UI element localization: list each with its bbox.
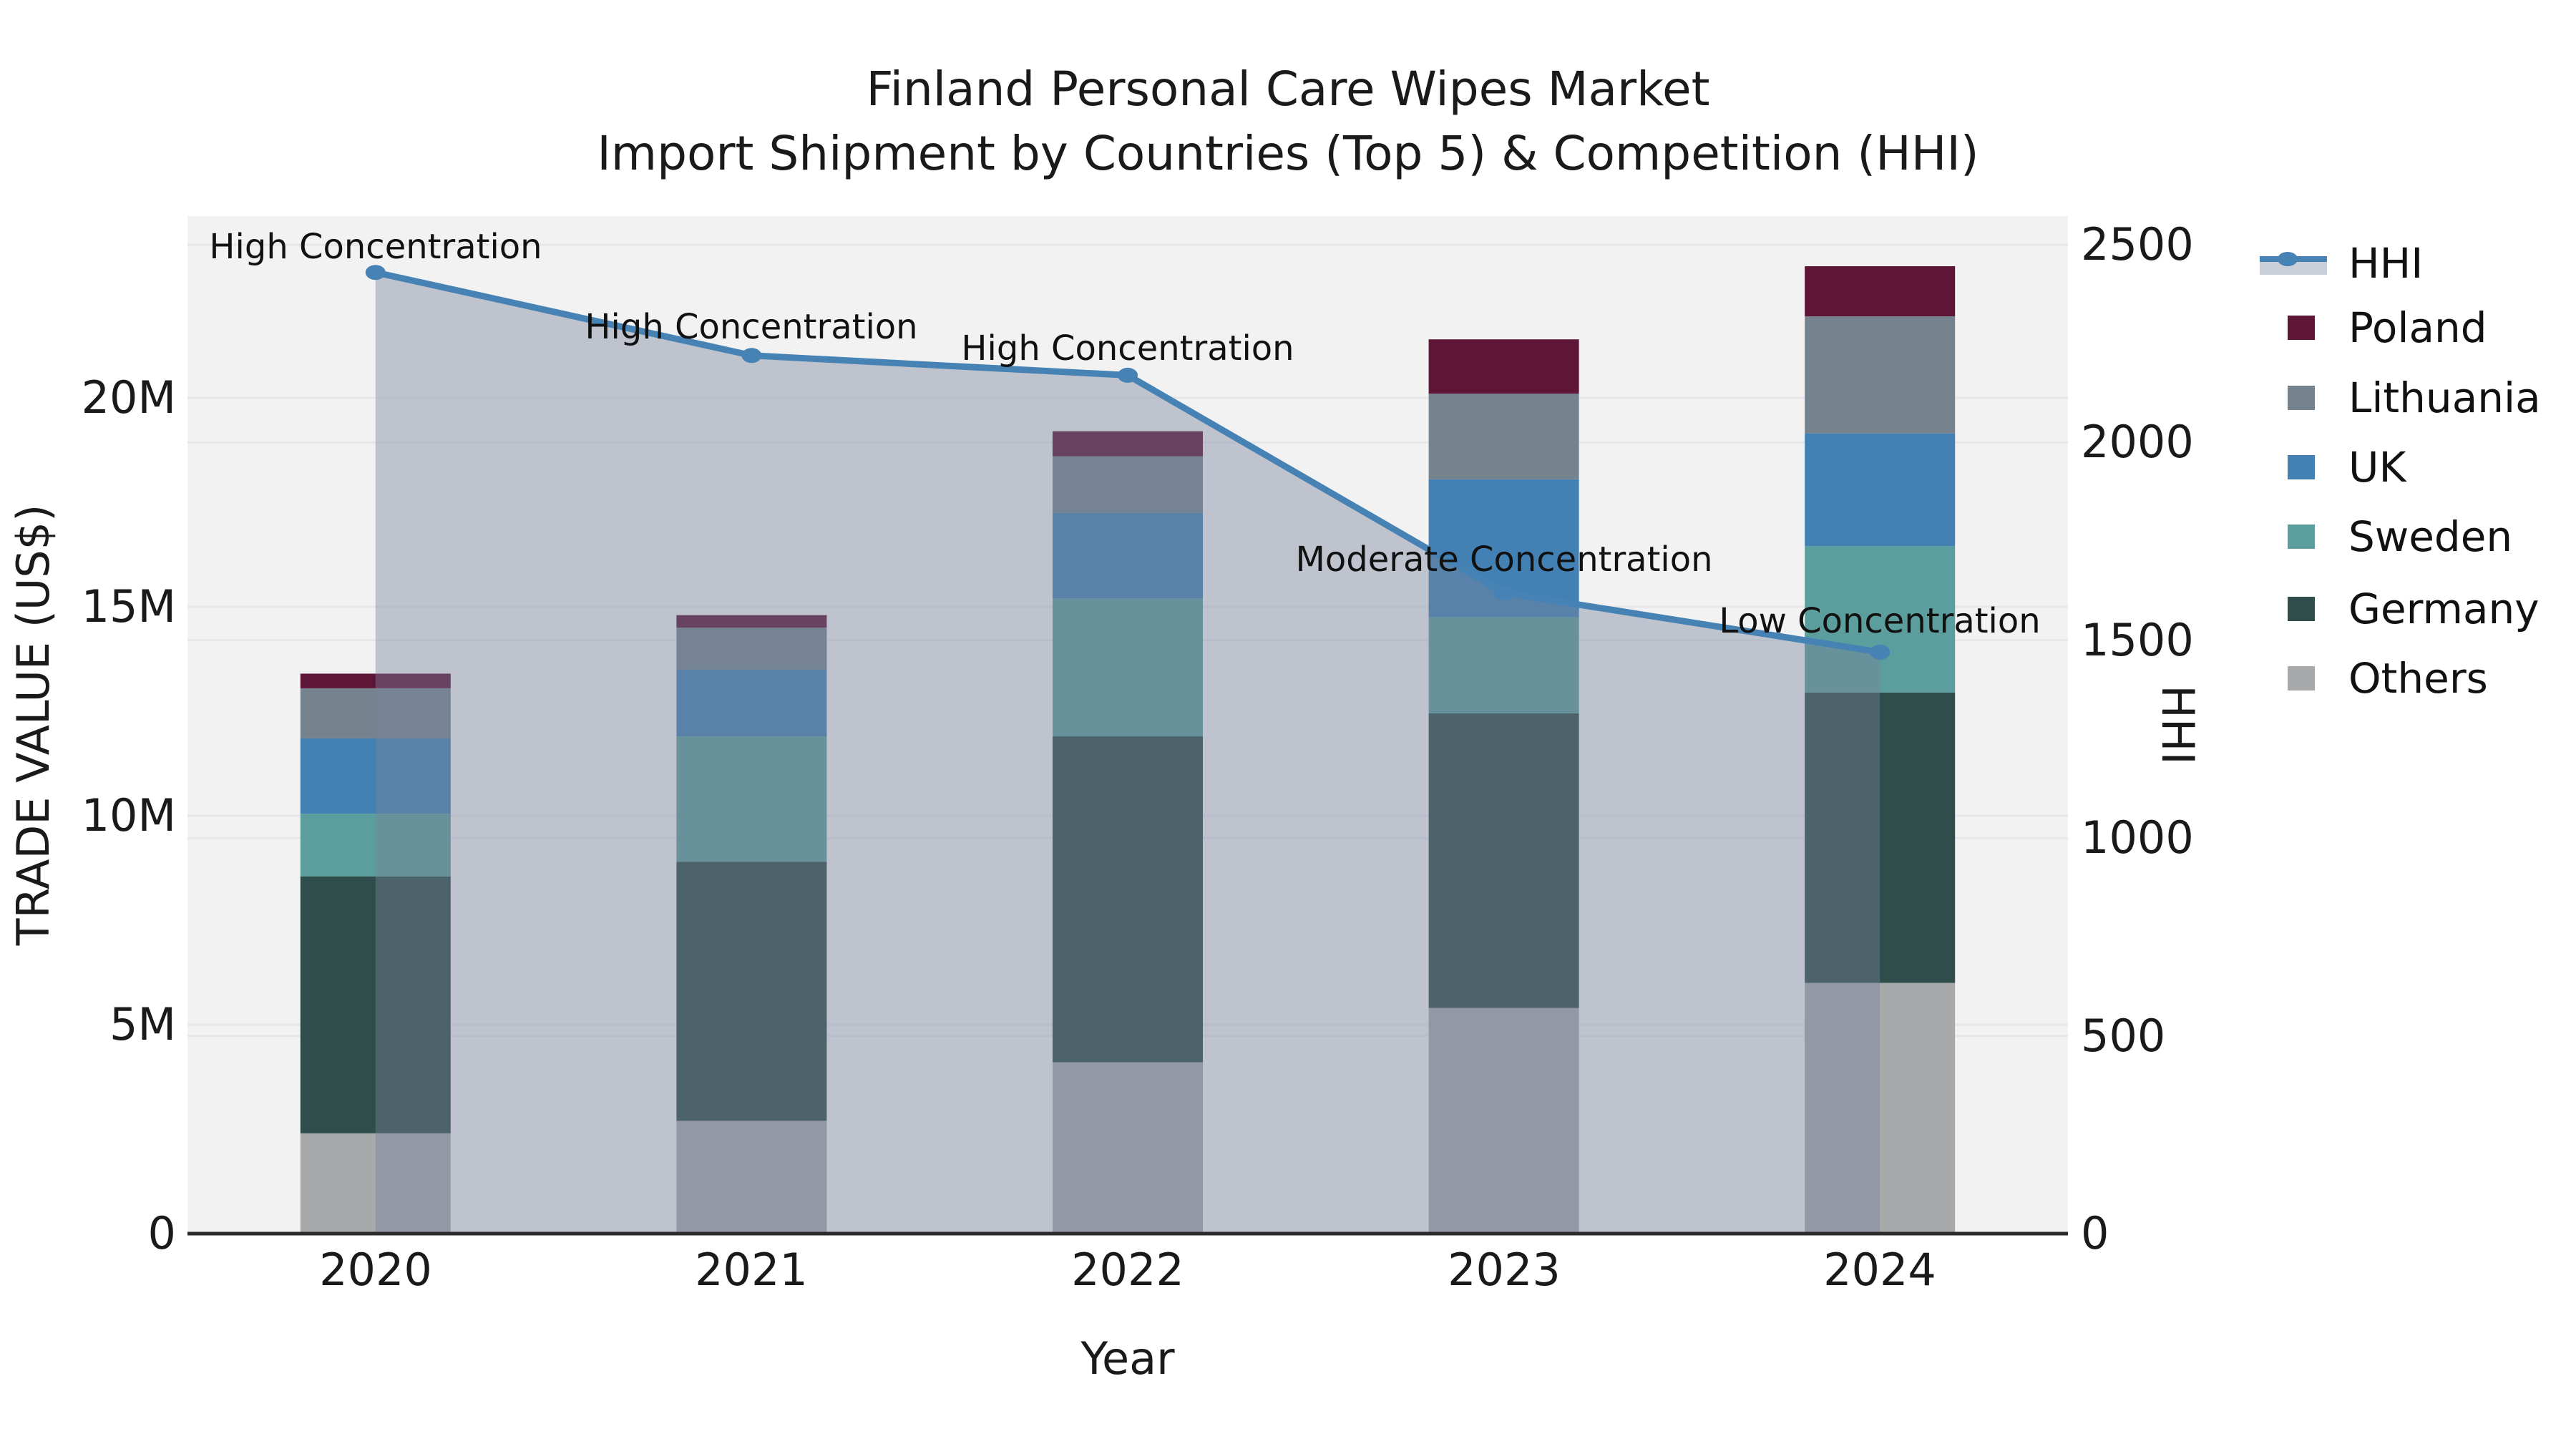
y-axis-left-title: TRADE VALUE (US$) [7,504,59,946]
bar-segment-others-2023 [1428,1008,1579,1234]
bar-segment-lithuania-2022 [1053,456,1203,513]
ytick-right-0: 0 [2081,1207,2109,1259]
xtick-2020: 2020 [319,1244,432,1296]
ytick-left-20m: 20M [81,371,176,424]
bar-segment-lithuania-2024 [1805,316,1956,434]
legend-label-lithuania: Lithuania [2348,374,2541,422]
ytick-right-2000: 2000 [2081,416,2194,468]
bar-segment-uk-2021 [676,669,827,737]
ytick-left-10m: 10M [81,789,176,841]
bar-segment-sweden-2020 [300,814,451,877]
bar-segment-others-2020 [300,1133,451,1234]
legend-swatch-lithuania [2286,384,2316,411]
annotation-2023: Moderate Concentration [1295,540,1713,580]
legend-swatch-uk [2286,454,2316,481]
hhi-marker-icon [2278,252,2298,266]
ytick-right-1000: 1000 [2081,811,2194,864]
annotation-2021: High Concentration [585,307,918,347]
bar-segment-sweden-2023 [1428,617,1579,713]
bar-segment-germany-2024 [1805,692,1956,983]
chart-title: Finland Personal Care Wipes Market Impor… [0,57,2576,186]
hhi-marker-2023 [1493,585,1514,600]
bar-segment-germany-2021 [676,862,827,1121]
bar-segment-others-2022 [1053,1062,1203,1234]
bar-segment-uk-2024 [1805,433,1956,547]
bar-segment-germany-2023 [1428,713,1579,1008]
bar-segment-poland-2022 [1053,431,1203,457]
bar-segment-sweden-2022 [1053,598,1203,737]
bar-segment-poland-2024 [1805,266,1956,317]
legend-label-germany: Germany [2348,585,2540,633]
legend-swatch-poland [2286,314,2316,341]
legend-label-sweden: Sweden [2348,512,2513,561]
xtick-2024: 2024 [1823,1244,1936,1296]
legend-label-uk: UK [2348,443,2406,492]
legend-label-others: Others [2348,654,2488,703]
xtick-2022: 2022 [1071,1244,1184,1296]
y-axis-right-title: HHI [2152,685,2204,765]
hhi-marker-2022 [1118,367,1138,383]
bar-segment-lithuania-2023 [1428,394,1579,479]
ytick-right-1500: 1500 [2081,614,2194,666]
bar-segment-sweden-2024 [1805,546,1956,693]
annotation-2020: High Concentration [209,227,542,267]
xtick-2023: 2023 [1448,1244,1561,1296]
ytick-left-5m: 5M [109,998,176,1050]
ytick-left-15m: 15M [81,580,176,633]
chart-title-line1: Finland Personal Care Wipes Market [866,62,1710,117]
bar-segment-lithuania-2021 [676,628,827,670]
annotation-2022: High Concentration [961,328,1294,369]
legend-swatch-germany [2286,595,2316,623]
bar-segment-lithuania-2020 [300,688,451,738]
ytick-left-0: 0 [147,1207,176,1259]
bar-segment-others-2024 [1805,982,1956,1234]
bar-segment-germany-2022 [1053,736,1203,1063]
ytick-right-500: 500 [2081,1010,2166,1062]
bar-segment-poland-2023 [1428,339,1579,394]
hhi-area-fill [375,272,1880,1232]
hhi-marker-2024 [1870,644,1890,660]
legend-swatch-sweden [2286,523,2316,550]
xtick-2021: 2021 [695,1244,808,1296]
bar-segment-germany-2020 [300,876,451,1133]
legend-label-hhi: HHI [2348,239,2424,288]
bar-segment-others-2021 [676,1121,827,1234]
legend-label-poland: Poland [2348,303,2487,352]
chart-title-line2: Import Shipment by Countries (Top 5) & C… [597,126,1979,181]
bar-segment-poland-2020 [300,673,451,688]
hhi-marker-2021 [741,348,762,364]
bar-segment-poland-2021 [676,615,827,628]
x-axis-title: Year [1080,1332,1175,1385]
annotation-2024: Low Concentration [1719,601,2041,641]
hhi-marker-2020 [365,265,386,280]
bar-segment-uk-2020 [300,738,451,814]
bar-segment-uk-2022 [1053,512,1203,599]
bar-segment-sweden-2021 [676,736,827,862]
ytick-right-2500: 2500 [2081,218,2194,270]
legend-swatch-others [2286,665,2316,692]
